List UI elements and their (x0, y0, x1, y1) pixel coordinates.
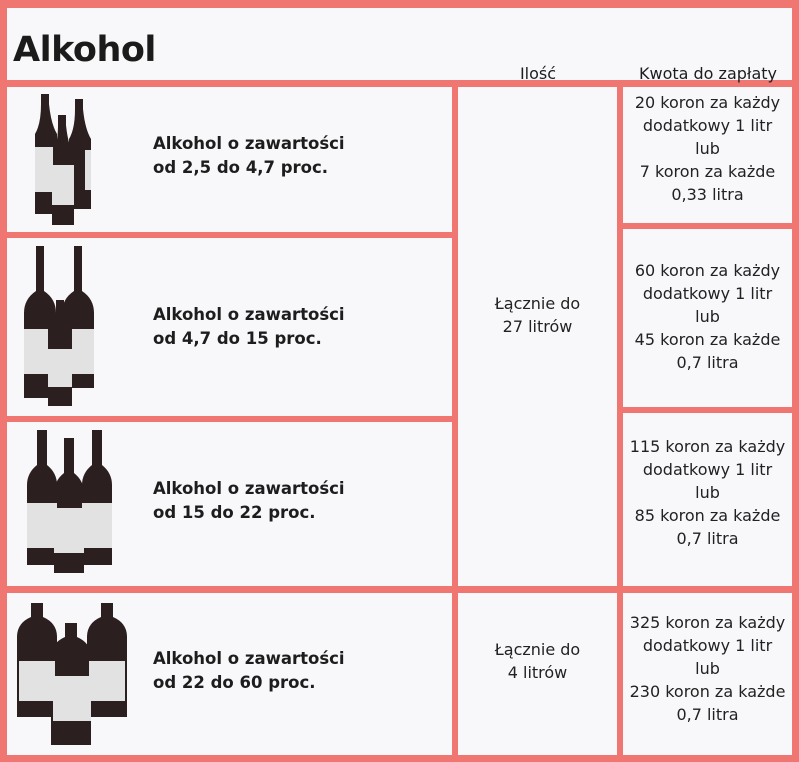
price-cell: 20 koron za każdy dodatkowy 1 litr lub 7… (623, 87, 792, 223)
category-label: Alkohol o zawartości od 22 do 60 proc. (153, 647, 345, 695)
price-line: 325 koron za każdy (629, 613, 786, 632)
price-text: 20 koron za każdy dodatkowy 1 litr lub 7… (623, 91, 792, 206)
quantity-label: Łącznie do 4 litrów (458, 638, 617, 684)
price-line: 0,7 litra (676, 705, 739, 724)
price-line: 0,7 litra (676, 529, 739, 548)
price-line: 60 koron za każdy (634, 261, 781, 280)
category-line: od 22 do 60 proc. (153, 673, 316, 692)
price-cell: 60 koron za każdy dodatkowy 1 litr lub 4… (623, 229, 792, 407)
price-cell: 115 koron za każdy dodatkowy 1 litr lub … (623, 413, 792, 586)
liqueur-bottles-icon (27, 430, 112, 573)
price-line: dodatkowy 1 litr (642, 636, 773, 655)
category-line: Alkohol o zawartości (153, 479, 345, 498)
spirit-bottles-icon (17, 603, 127, 745)
price-line: lub (695, 659, 720, 678)
price-line: 0,7 litra (676, 353, 739, 372)
price-line: 20 koron za każdy (634, 93, 781, 112)
column-header-quantity: Ilość (519, 64, 557, 83)
price-line: 85 koron za każde (634, 506, 781, 525)
price-line: 45 koron za każde (634, 330, 781, 349)
price-line: lub (695, 483, 720, 502)
price-line: 115 koron za każdy (629, 437, 786, 456)
price-line: dodatkowy 1 litr (642, 460, 773, 479)
beer-bottles-icon (35, 94, 91, 225)
category-line: Alkohol o zawartości (153, 305, 345, 324)
price-line: 7 koron za każde (639, 162, 776, 181)
price-text: 325 koron za każdy dodatkowy 1 litr lub … (623, 611, 792, 726)
price-line: 230 koron za każde (629, 682, 786, 701)
price-line: lub (695, 139, 720, 158)
header-row: Alkohol Ilość Kwota do zapłaty (7, 8, 792, 83)
quantity-line: 4 litrów (507, 663, 568, 682)
wine-bottles-icon (24, 246, 94, 406)
category-line: od 15 do 22 proc. (153, 503, 316, 522)
price-line: dodatkowy 1 litr (642, 284, 773, 303)
price-text: 115 koron za każdy dodatkowy 1 litr lub … (623, 435, 792, 550)
quantity-label: Łącznie do 27 litrów (458, 292, 617, 338)
quantity-line: 27 litrów (502, 317, 573, 336)
page-title: Alkohol (13, 30, 156, 70)
category-cell: Alkohol o zawartości od 22 do 60 proc. (7, 593, 452, 755)
category-label: Alkohol o zawartości od 4,7 do 15 proc. (153, 303, 345, 351)
quantity-cell: Łącznie do 4 litrów (458, 593, 617, 755)
category-cell: Alkohol o zawartości od 2,5 do 4,7 proc. (7, 87, 452, 232)
quantity-cell: Łącznie do 27 litrów (458, 87, 617, 586)
category-label: Alkohol o zawartości od 15 do 22 proc. (153, 477, 345, 525)
quantity-line: Łącznie do (494, 640, 581, 659)
quantity-line: Łącznie do (494, 294, 581, 313)
category-label: Alkohol o zawartości od 2,5 do 4,7 proc. (153, 132, 345, 180)
price-text: 60 koron za każdy dodatkowy 1 litr lub 4… (623, 259, 792, 374)
price-line: 0,33 litra (671, 185, 744, 204)
category-cell: Alkohol o zawartości od 4,7 do 15 proc. (7, 238, 452, 416)
category-line: od 2,5 do 4,7 proc. (153, 158, 329, 177)
price-line: lub (695, 307, 720, 326)
price-cell: 325 koron za każdy dodatkowy 1 litr lub … (623, 593, 792, 755)
category-line: od 4,7 do 15 proc. (153, 329, 322, 348)
category-line: Alkohol o zawartości (153, 649, 345, 668)
price-line: dodatkowy 1 litr (642, 116, 773, 135)
column-header-amount: Kwota do zapłaty (638, 64, 777, 83)
category-cell: Alkohol o zawartości od 15 do 22 proc. (7, 422, 452, 586)
category-line: Alkohol o zawartości (153, 134, 345, 153)
